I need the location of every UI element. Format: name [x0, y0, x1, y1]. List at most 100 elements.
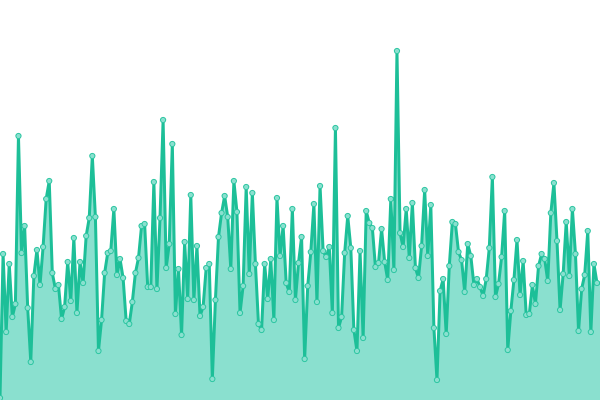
data-point-8 [21, 222, 28, 230]
data-point-111 [338, 313, 345, 321]
data-point-154 [470, 281, 478, 289]
data-point-112 [341, 249, 348, 257]
data-point-190 [581, 271, 588, 279]
data-point-1 [0, 250, 7, 258]
data-point-187 [572, 250, 579, 258]
data-point-119 [363, 207, 370, 215]
data-point-137 [418, 242, 425, 250]
data-point-162 [495, 280, 502, 288]
data-point-127 [387, 195, 394, 203]
data-point-24 [70, 234, 77, 242]
data-point-3 [6, 260, 13, 268]
series-line [0, 49, 600, 399]
data-point-19 [55, 281, 62, 289]
data-point-51 [153, 285, 161, 293]
data-point-109 [332, 124, 339, 132]
data-point-193 [590, 260, 598, 268]
data-point-172 [526, 310, 533, 318]
data-point-151 [461, 288, 468, 296]
data-point-164 [501, 207, 508, 215]
data-point-71 [215, 233, 222, 241]
data-point-134 [409, 199, 416, 207]
data-point-16 [46, 177, 53, 185]
data-point-179 [547, 209, 554, 217]
data-point-55 [166, 240, 173, 248]
data-point-73 [221, 192, 228, 200]
data-point-165 [504, 346, 511, 354]
data-point-136 [415, 274, 422, 282]
data-point-123 [375, 259, 382, 267]
area-fill-layer [0, 51, 600, 400]
data-point-121 [369, 224, 376, 232]
data-point-186 [569, 205, 576, 213]
data-point-189 [578, 285, 585, 293]
data-point-49 [147, 283, 154, 291]
data-point-108 [329, 309, 336, 317]
data-point-153 [467, 252, 474, 260]
data-point-92 [280, 222, 287, 230]
data-point-133 [406, 254, 413, 262]
data-point-99 [301, 355, 308, 363]
data-point-84 [255, 320, 262, 328]
data-point-124 [378, 225, 385, 233]
data-point-45 [135, 254, 142, 262]
data-point-74 [224, 213, 231, 221]
data-point-85 [258, 326, 265, 334]
data-point-80 [243, 183, 250, 191]
data-point-39 [116, 255, 124, 263]
data-point-122 [372, 263, 379, 271]
data-point-9 [24, 304, 31, 312]
data-point-14 [39, 243, 47, 251]
data-point-78 [236, 309, 244, 317]
data-point-38 [113, 271, 121, 279]
data-point-140 [427, 201, 434, 209]
data-point-40 [119, 274, 127, 282]
data-point-157 [480, 292, 487, 300]
data-point-116 [353, 347, 361, 355]
data-point-183 [560, 270, 567, 278]
data-point-98 [298, 233, 305, 241]
data-point-167 [510, 276, 518, 284]
data-point-106 [323, 253, 330, 261]
data-point-155 [473, 275, 481, 283]
data-point-17 [49, 269, 56, 277]
data-point-93 [283, 279, 290, 287]
data-point-177 [541, 255, 548, 263]
data-point-131 [400, 243, 407, 251]
data-point-23 [67, 297, 74, 305]
data-point-126 [384, 276, 391, 284]
data-point-152 [464, 240, 471, 248]
data-point-65 [196, 312, 204, 320]
data-point-141 [430, 324, 438, 332]
data-point-5 [12, 300, 19, 308]
data-point-161 [492, 293, 499, 301]
data-point-160 [489, 173, 496, 181]
data-point-166 [507, 307, 514, 315]
data-point-42 [126, 320, 133, 328]
data-point-75 [227, 265, 234, 273]
data-point-188 [575, 327, 582, 335]
data-point-58 [175, 265, 182, 273]
data-point-86 [261, 260, 268, 268]
data-point-13 [36, 281, 44, 289]
data-point-69 [209, 375, 216, 383]
data-point-64 [193, 242, 201, 250]
data-point-135 [412, 264, 419, 272]
data-point-50 [150, 178, 157, 186]
data-point-101 [307, 248, 314, 256]
data-point-129 [393, 47, 401, 55]
data-point-70 [212, 296, 219, 304]
data-point-72 [218, 209, 225, 217]
data-point-77 [233, 208, 241, 216]
data-point-125 [381, 258, 388, 266]
data-point-176 [538, 250, 545, 258]
data-point-43 [129, 298, 136, 306]
data-point-104 [316, 182, 324, 190]
data-point-28 [83, 232, 90, 240]
data-point-32 [95, 347, 102, 355]
data-point-191 [584, 227, 591, 235]
data-point-184 [563, 218, 570, 226]
data-point-102 [310, 200, 317, 208]
data-point-110 [335, 324, 342, 332]
data-point-174 [532, 300, 539, 308]
